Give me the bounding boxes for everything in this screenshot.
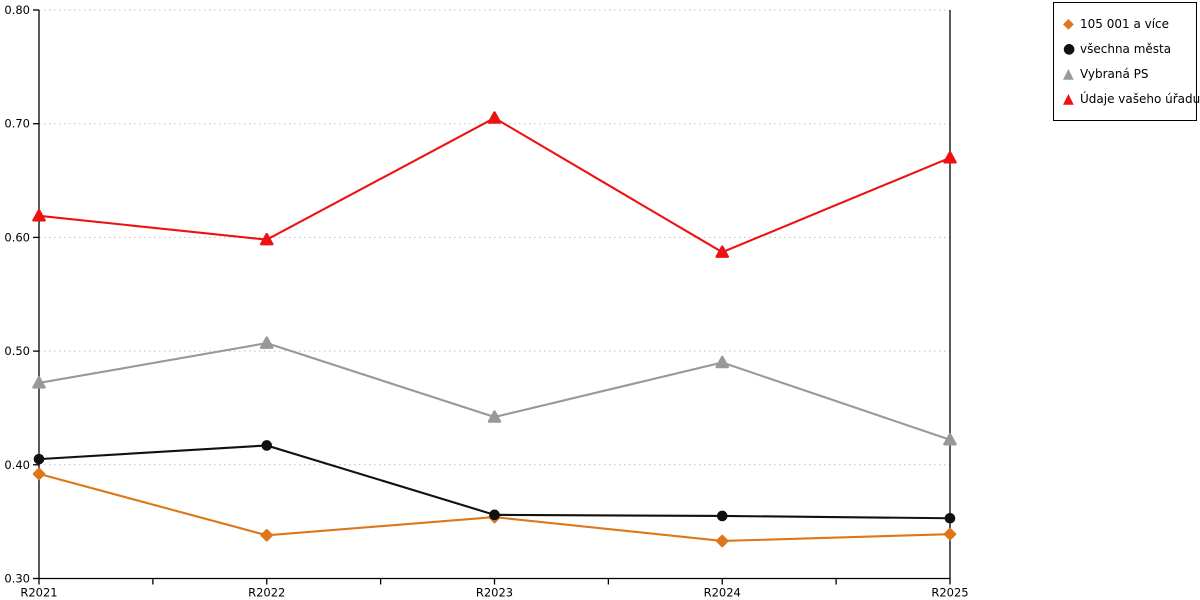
circle-marker-icon: ● — [1063, 41, 1076, 57]
legend-item-vybrana-ps: ▲ Vybraná PS — [1063, 63, 1194, 85]
triangle-marker-icon: ▲ — [1063, 91, 1074, 107]
svg-text:R2025: R2025 — [931, 586, 968, 600]
svg-text:R2024: R2024 — [704, 586, 741, 600]
legend-item-label: Údaje vašeho úřadu — [1080, 92, 1200, 106]
svg-text:0.80: 0.80 — [4, 3, 30, 17]
svg-text:0.40: 0.40 — [4, 458, 30, 472]
svg-text:R2023: R2023 — [476, 586, 513, 600]
legend-item-105001-a-vice: ◆ 105 001 a více — [1063, 13, 1194, 35]
legend-item-udaje-vaseho-uradu: ▲ Údaje vašeho úřadu — [1063, 88, 1200, 110]
legend-item-label: všechna města — [1080, 42, 1172, 56]
legend-item-label: 105 001 a více — [1080, 17, 1170, 31]
legend-item-label: Vybraná PS — [1080, 67, 1149, 81]
svg-text:R2022: R2022 — [248, 586, 285, 600]
chart-legend: ◆ 105 001 a více ● všechna města ▲ Vybra… — [1053, 2, 1200, 121]
triangle-marker-icon: ▲ — [1063, 66, 1074, 82]
svg-text:0.30: 0.30 — [4, 572, 30, 586]
svg-text:R2021: R2021 — [20, 586, 57, 600]
svg-text:0.70: 0.70 — [4, 117, 30, 131]
svg-text:0.60: 0.60 — [4, 230, 30, 244]
legend-item-vsechna-mesta: ● všechna města — [1063, 38, 1194, 60]
diamond-marker-icon: ◆ — [1063, 16, 1074, 32]
svg-text:0.50: 0.50 — [4, 344, 30, 358]
